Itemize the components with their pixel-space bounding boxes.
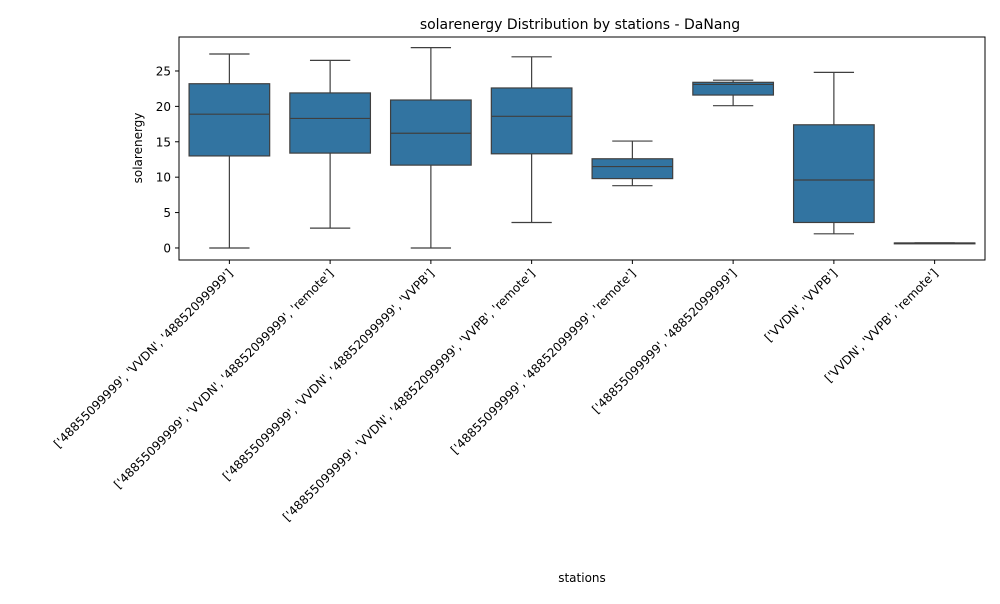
y-tick-label: 20 — [156, 100, 171, 114]
box-group — [389, 47, 472, 249]
x-axis-label: stations — [558, 571, 606, 585]
box-group — [490, 56, 573, 224]
box — [591, 158, 674, 180]
box — [692, 81, 775, 96]
y-tick-label: 5 — [163, 206, 171, 220]
y-tick-label: 10 — [156, 171, 171, 185]
box — [188, 83, 271, 157]
box-group — [188, 53, 271, 249]
x-tick-label: ['48855099999', 'VVDN', '48852099999', '… — [220, 266, 437, 483]
box-group — [289, 59, 372, 229]
y-tick-label: 15 — [156, 135, 171, 149]
x-tick-label: ['48855099999', '48852099999', 'remote'] — [448, 266, 639, 457]
y-tick-label: 0 — [163, 241, 171, 255]
box-group — [893, 242, 976, 245]
x-tick-label: ['48855099999', 'VVDN', '48852099999'] — [51, 266, 236, 451]
box — [389, 99, 472, 166]
x-tick-label: ['VVDN', 'VVPB', 'remote'] — [822, 266, 941, 385]
box-group — [792, 71, 875, 235]
y-axis-label: solarenergy — [131, 113, 145, 184]
box-group — [591, 140, 674, 187]
box — [792, 124, 875, 224]
y-tick-label: 25 — [156, 64, 171, 78]
box — [289, 92, 372, 154]
plot-area — [188, 47, 976, 249]
box-group — [692, 79, 775, 107]
box — [490, 87, 573, 155]
plot-frame — [178, 36, 986, 261]
x-tick-label: ['48855099999', 'VVDN', '48852099999', '… — [111, 266, 336, 491]
x-tick-label: ['VVDN', 'VVPB'] — [762, 266, 840, 344]
chart-title: solarenergy Distribution by stations - D… — [420, 17, 740, 33]
